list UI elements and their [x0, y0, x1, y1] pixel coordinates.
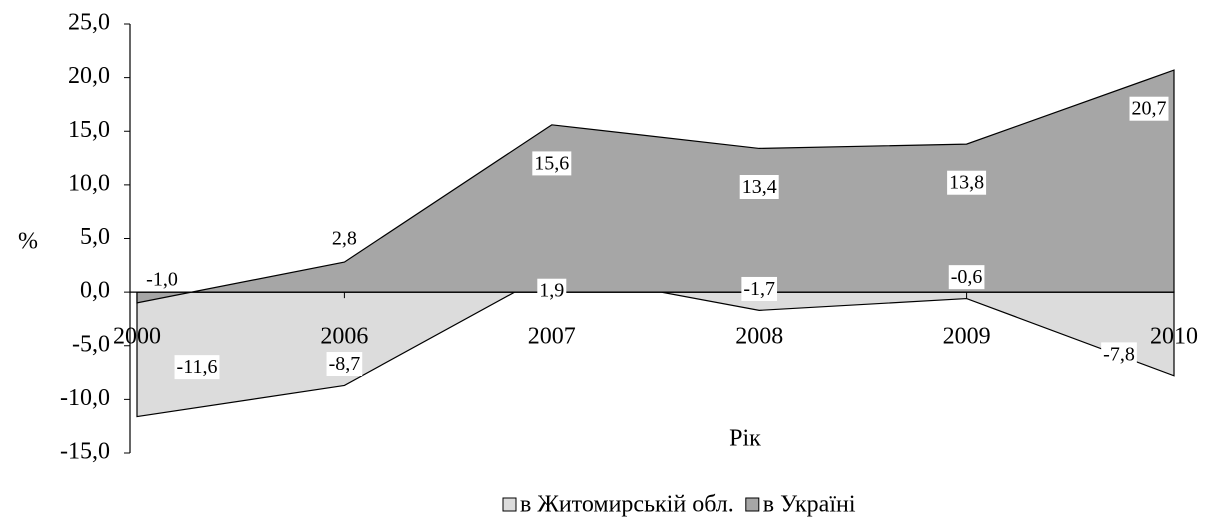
value-label-box [144, 267, 180, 292]
value-label-box [174, 355, 220, 380]
value-label: 20,7 [1132, 98, 1167, 120]
value-label-box [947, 170, 987, 195]
legend-swatch [745, 497, 760, 512]
value-label-box [537, 278, 567, 303]
value-label-box [1129, 96, 1169, 121]
value-label: 1,9 [539, 280, 564, 302]
x-tick-label: 2010 [1150, 324, 1198, 350]
y-tick-label: 10,0 [68, 170, 110, 196]
y-tick-label: 20,0 [68, 63, 110, 89]
value-label: 13,4 [742, 176, 777, 198]
value-label: -1,7 [743, 278, 775, 300]
value-label-box [532, 151, 572, 176]
value-label-box [741, 276, 778, 301]
value-label: -7,8 [1103, 343, 1135, 365]
value-label-box [739, 175, 779, 200]
y-tick-label: 5,0 [80, 224, 110, 250]
area [136, 69, 1175, 304]
y-tick-label: 15,0 [68, 117, 110, 143]
x-tick-label: 2009 [943, 324, 991, 350]
value-label: -1,0 [146, 268, 178, 290]
value-label: -8,7 [329, 353, 361, 375]
value-label: 13,8 [949, 172, 984, 194]
x-tick-label: 2008 [735, 324, 783, 350]
y-tick-label: -15,0 [60, 439, 110, 465]
y-tick-label: 0,0 [80, 278, 110, 304]
value-label-box [329, 226, 359, 251]
value-label-box [1101, 342, 1137, 367]
area [136, 271, 1175, 418]
y-tick-label: -5,0 [72, 331, 110, 357]
y-axis-label: % [18, 229, 38, 255]
x-tick-label: 2000 [113, 324, 161, 350]
value-label: 15,6 [534, 152, 569, 174]
legend-swatch [502, 497, 517, 512]
value-label: -11,6 [177, 356, 218, 378]
value-label: -0,6 [951, 266, 983, 288]
x-axis-label: Рік [729, 426, 761, 452]
legend-label: в Житомирській обл. [520, 492, 734, 518]
x-tick-label: 2006 [320, 324, 368, 350]
x-tick-label: 2007 [528, 324, 576, 350]
y-tick-label: 25,0 [68, 10, 110, 36]
value-label-box [948, 265, 985, 290]
value-label: 2,8 [332, 228, 357, 250]
y-tick-label: -10,0 [60, 385, 110, 411]
value-label-box [326, 352, 363, 377]
legend-label: в Україні [763, 492, 856, 518]
